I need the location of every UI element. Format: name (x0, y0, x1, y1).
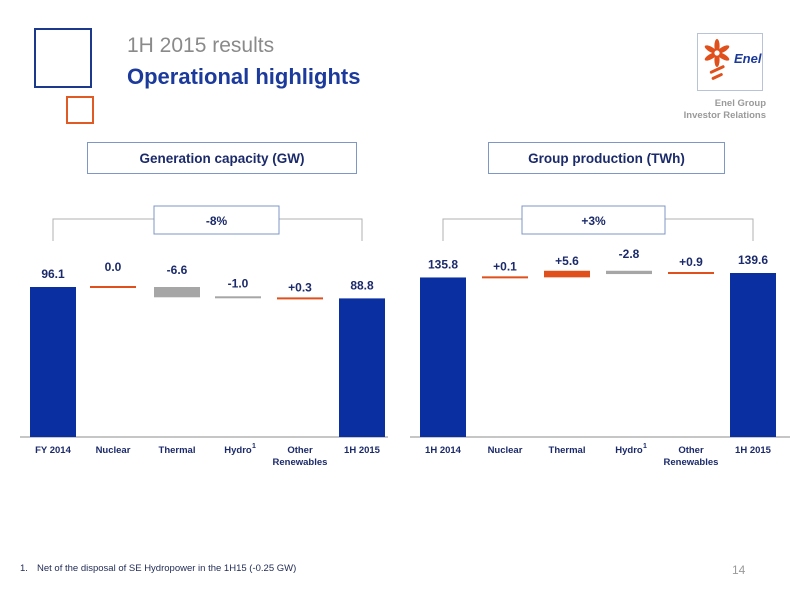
production-category-superscript-3: 1 (643, 443, 647, 450)
production-category-label-4: Other (678, 445, 704, 456)
production-category-label-4-line2: Renewables (664, 457, 719, 468)
capacity-category-label-4-line2: Renewables (273, 457, 328, 468)
capacity-category-label-2: Thermal (159, 445, 196, 456)
capacity-value-label-5: 88.8 (350, 278, 374, 292)
org-name: Enel Group (714, 98, 766, 109)
production-category-label-3: Hydro (615, 445, 643, 456)
capacity-bar-1 (90, 286, 136, 288)
enel-logo-icon (704, 39, 730, 80)
capacity-category-label-3: Hydro (224, 445, 252, 456)
production-value-label-4: +0.9 (679, 255, 703, 269)
production-value-label-2: +5.6 (555, 254, 579, 268)
page-number: 14 (732, 563, 746, 577)
capacity-change-label: -8% (206, 214, 228, 228)
capacity-bar-3 (215, 296, 261, 299)
capacity-category-superscript-3: 1 (252, 443, 256, 450)
capacity-value-label-1: 0.0 (105, 260, 122, 274)
capacity-bar-0 (30, 287, 76, 437)
org-department: Investor Relations (683, 110, 766, 121)
production-category-label-0: 1H 2014 (425, 445, 462, 456)
production-bar-1 (482, 276, 528, 279)
production-change-box (521, 205, 666, 235)
production-bar-2 (544, 270, 590, 278)
production-change-label: +3% (581, 214, 606, 228)
capacity-category-label-4: Other (287, 445, 313, 456)
logo-text: Enel (734, 51, 762, 66)
page-title: Operational highlights (127, 64, 361, 89)
capacity-value-label-3: -1.0 (228, 276, 249, 290)
production-value-label-3: -2.8 (619, 247, 640, 261)
capacity-value-label-0: 96.1 (41, 267, 65, 281)
production-category-label-5: 1H 2015 (735, 445, 772, 456)
production-value-label-5: 139.6 (738, 253, 768, 267)
capacity-value-label-4: +0.3 (288, 280, 312, 294)
production-bar-0 (420, 277, 466, 437)
org-block: Enel Group Investor Relations (684, 98, 766, 122)
production-category-label-2: Thermal (549, 445, 586, 456)
production-value-label-0: 135.8 (428, 257, 458, 271)
chart-title-production: Group production (TWh) (488, 142, 725, 174)
capacity-bar-4 (277, 297, 323, 300)
decorative-orange-square (66, 96, 94, 124)
production-bar-5 (730, 273, 776, 437)
capacity-change-box (153, 205, 280, 235)
capacity-value-label-2: -6.6 (167, 263, 188, 277)
production-value-label-1: +0.1 (493, 259, 517, 273)
capacity-category-label-1: Nuclear (96, 445, 131, 456)
capacity-category-label-5: 1H 2015 (344, 445, 381, 456)
production-bar-3 (606, 270, 652, 275)
capacity-bar-2 (154, 287, 200, 298)
production-bar-4 (668, 272, 714, 274)
logo: Enel (697, 33, 763, 91)
page-subtitle: 1H 2015 results (127, 34, 275, 57)
production-category-label-1: Nuclear (488, 445, 523, 456)
capacity-bar-5 (339, 298, 385, 437)
footnote-number: 1. (20, 563, 28, 574)
footnote-text: Net of the disposal of SE Hydropower in … (37, 563, 297, 574)
chart-title-capacity: Generation capacity (GW) (87, 142, 357, 174)
footnote: 1. Net of the disposal of SE Hydropower i… (20, 563, 296, 574)
decorative-blue-square (34, 28, 92, 88)
capacity-category-label-0: FY 2014 (35, 445, 71, 456)
